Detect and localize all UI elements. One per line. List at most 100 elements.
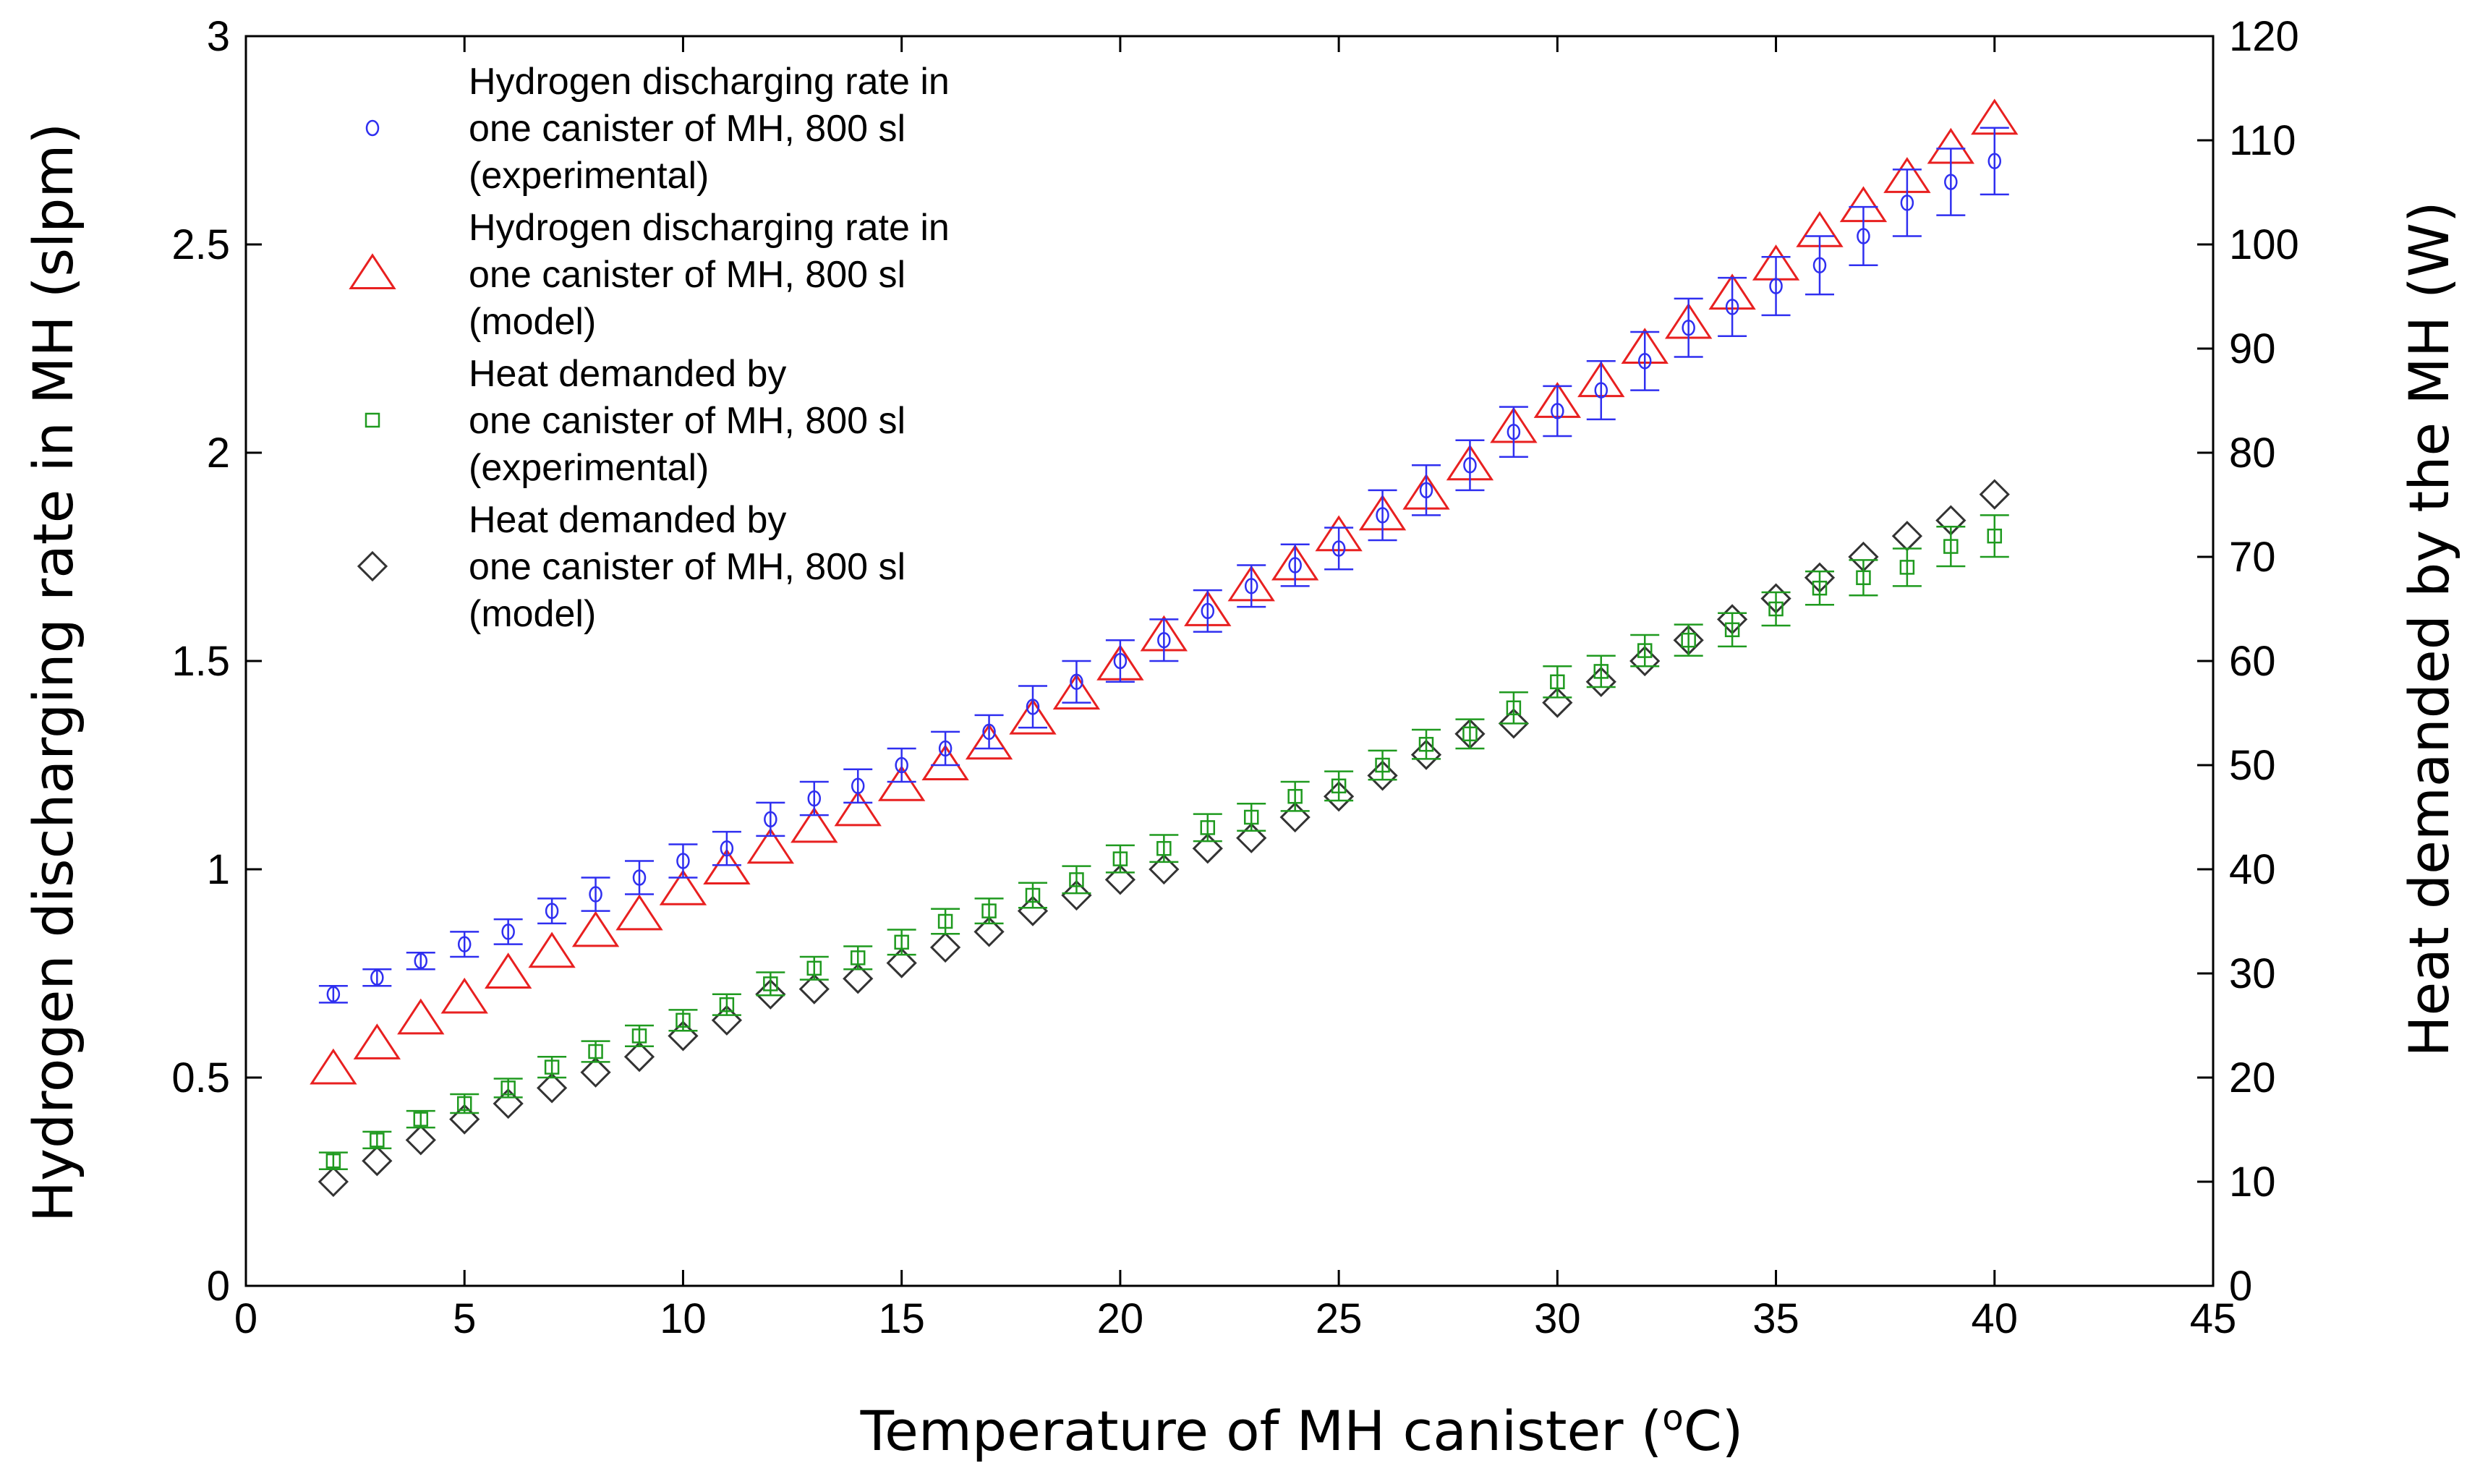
data-point bbox=[1070, 673, 1083, 691]
data-point bbox=[370, 1133, 385, 1148]
data-point bbox=[1156, 840, 1172, 856]
legend-label: one canister of MH, 800 sl bbox=[469, 254, 906, 296]
error-bar bbox=[1499, 691, 1528, 725]
x-tick-label: 45 bbox=[2190, 1295, 2237, 1342]
data-point bbox=[1243, 809, 1259, 825]
legend-label: (model) bbox=[469, 301, 596, 343]
data-point bbox=[746, 827, 795, 864]
data-point bbox=[851, 777, 865, 795]
data-point bbox=[1419, 482, 1433, 499]
error-bar bbox=[1499, 406, 1528, 459]
error-bar bbox=[712, 830, 741, 866]
x-axis-label-superscript: o bbox=[1662, 1398, 1683, 1438]
error-bar bbox=[362, 1130, 392, 1150]
y-tick-label: 2.5 bbox=[171, 221, 230, 268]
error-bar bbox=[1849, 559, 1878, 597]
data-point bbox=[938, 740, 953, 757]
data-point bbox=[1418, 736, 1434, 752]
data-point bbox=[1061, 879, 1092, 911]
error-bar bbox=[625, 860, 654, 895]
data-point bbox=[798, 973, 830, 1005]
data-point bbox=[981, 903, 997, 918]
data-point bbox=[1331, 778, 1347, 794]
error-bar bbox=[1193, 589, 1222, 633]
y-axis-right-label: Heat demanded by the MH (W) bbox=[2397, 201, 2461, 1057]
legend-label: Heat demanded by bbox=[469, 499, 786, 541]
error-bar bbox=[1149, 834, 1179, 863]
data-point bbox=[659, 869, 707, 905]
legend-label: one canister of MH, 800 sl bbox=[469, 400, 906, 442]
error-bar bbox=[493, 918, 523, 945]
error-bar bbox=[668, 843, 698, 879]
y-right-tick-label: 100 bbox=[2229, 221, 2299, 268]
error-bar bbox=[1149, 618, 1179, 662]
legend: Hydrogen discharging rate in one canister… bbox=[349, 61, 950, 635]
data-point bbox=[493, 1088, 524, 1120]
error-bar bbox=[1412, 728, 1441, 760]
data-point bbox=[1899, 560, 1915, 575]
legend-marker bbox=[349, 253, 396, 289]
error-bar bbox=[887, 929, 916, 956]
data-point bbox=[834, 790, 882, 827]
data-point bbox=[763, 976, 778, 992]
data-point bbox=[325, 1153, 341, 1169]
data-point bbox=[631, 1028, 647, 1044]
data-point bbox=[1891, 521, 1923, 552]
data-point bbox=[703, 848, 751, 884]
error-bar bbox=[1892, 169, 1922, 237]
data-point bbox=[676, 1012, 691, 1028]
error-bar bbox=[799, 780, 829, 816]
legend-label: (experimental) bbox=[469, 447, 709, 489]
data-point bbox=[1192, 833, 1223, 864]
data-point bbox=[1025, 887, 1041, 903]
data-point bbox=[1157, 631, 1171, 649]
error-bar bbox=[756, 971, 785, 997]
data-point bbox=[791, 806, 838, 843]
y-tick-label: 1.5 bbox=[171, 638, 230, 685]
data-point bbox=[457, 936, 472, 952]
error-bar bbox=[1455, 439, 1485, 492]
error-bar bbox=[1105, 844, 1135, 874]
series-circle bbox=[318, 127, 2009, 1004]
y-tick-label: 0 bbox=[207, 1263, 230, 1310]
data-point bbox=[1113, 652, 1128, 670]
error-bar bbox=[1630, 331, 1660, 391]
error-bar bbox=[1805, 235, 1834, 296]
data-point bbox=[1682, 319, 1695, 336]
error-bar bbox=[537, 897, 567, 925]
error-bar bbox=[581, 877, 610, 912]
y-right-tick-label: 30 bbox=[2229, 950, 2276, 997]
data-point bbox=[1987, 153, 2002, 170]
x-axis-ticks: 0 5 10 15 20 25 30 35 40 45 bbox=[234, 36, 2236, 1342]
data-point bbox=[1900, 195, 1914, 211]
data-point bbox=[1279, 801, 1311, 833]
data-point bbox=[1104, 864, 1136, 895]
legend-label: Hydrogen discharging rate in bbox=[469, 61, 950, 103]
data-point bbox=[877, 765, 926, 801]
data-point bbox=[1244, 578, 1258, 594]
y-right-tick-label: 80 bbox=[2229, 430, 2276, 477]
data-point bbox=[1052, 673, 1101, 710]
data-point bbox=[1376, 507, 1389, 524]
data-point bbox=[310, 1048, 357, 1085]
error-bar bbox=[1237, 803, 1266, 832]
error-bar bbox=[1980, 514, 2009, 558]
legend-marker bbox=[365, 119, 380, 137]
error-bar bbox=[1324, 770, 1354, 802]
error-bar bbox=[1761, 256, 1791, 317]
error-bar bbox=[1718, 612, 1747, 648]
y-right-tick-label: 50 bbox=[2229, 742, 2276, 789]
data-point bbox=[1236, 822, 1267, 853]
data-point bbox=[1637, 643, 1653, 658]
data-point bbox=[1112, 851, 1128, 866]
data-point bbox=[843, 963, 874, 994]
y-right-tick-label: 0 bbox=[2229, 1263, 2252, 1310]
data-point bbox=[1069, 872, 1084, 887]
data-point bbox=[632, 869, 647, 886]
error-bar bbox=[843, 945, 873, 971]
error-bar bbox=[1674, 623, 1703, 657]
data-point bbox=[1768, 601, 1784, 617]
error-bar bbox=[931, 908, 960, 935]
data-point bbox=[1987, 528, 2003, 544]
data-point bbox=[528, 931, 576, 968]
